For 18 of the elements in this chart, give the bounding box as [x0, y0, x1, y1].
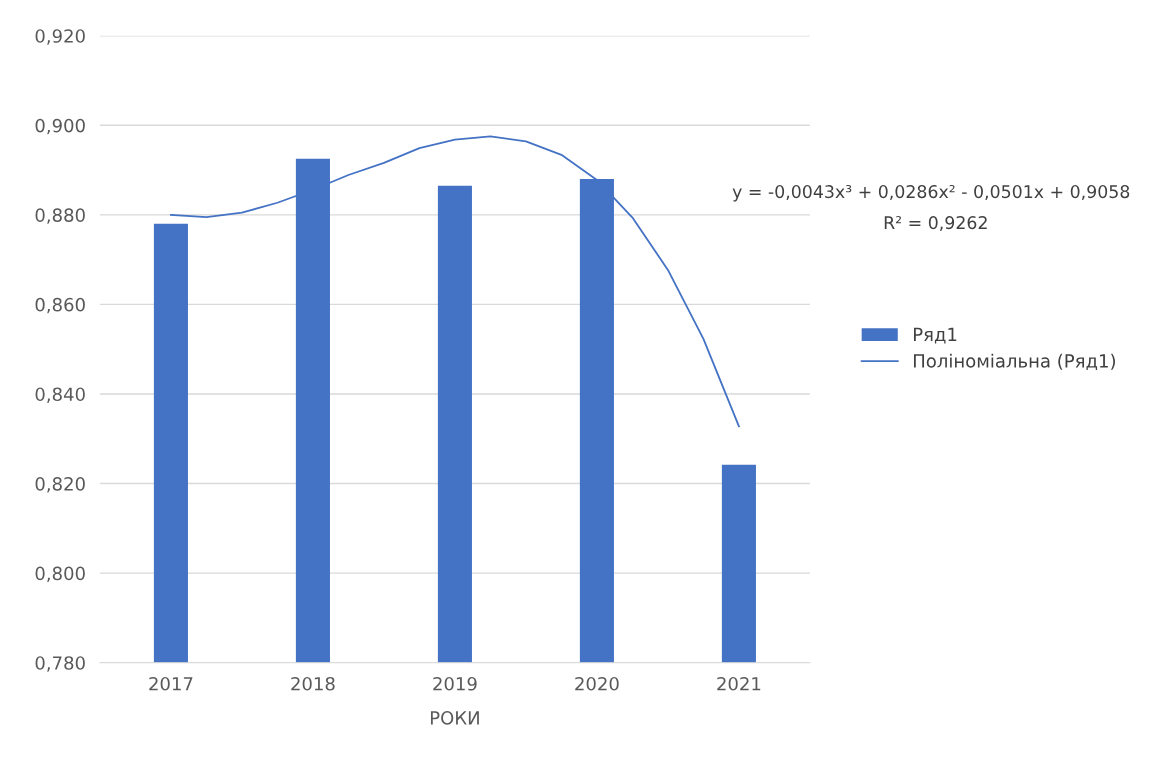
- y-tick-label: 0,800: [35, 566, 85, 583]
- y-tick-label: 0,880: [35, 208, 85, 224]
- y-tick-label: 0,820: [35, 477, 85, 493]
- x-tick-label: 2021: [717, 676, 761, 691]
- x-tick-label: 2018: [291, 676, 335, 691]
- x-tick-label: 2017: [149, 676, 193, 691]
- text: R² = 0,9262: [884, 216, 987, 231]
- y-tick-label: 0,840: [35, 387, 85, 403]
- y-tick-label: 0,860: [35, 297, 85, 314]
- x-axis-title: РОКИ: [430, 711, 479, 725]
- x-tick-label: 2019: [433, 676, 477, 691]
- annotation: y = -0,0043x³ + 0,0286x² - 0,0501x + 0,9058: [732, 184, 1130, 202]
- x-tick-label: 2020: [575, 676, 619, 691]
- y-tick-label: 0,920: [35, 29, 85, 45]
- y-tick-label: 0,780: [35, 656, 85, 672]
- legend-label: Ряд1: [913, 327, 957, 344]
- legend-label: Поліноміальна (Ряд1): [913, 353, 1115, 370]
- y-tick-label: 0,900: [35, 118, 85, 135]
